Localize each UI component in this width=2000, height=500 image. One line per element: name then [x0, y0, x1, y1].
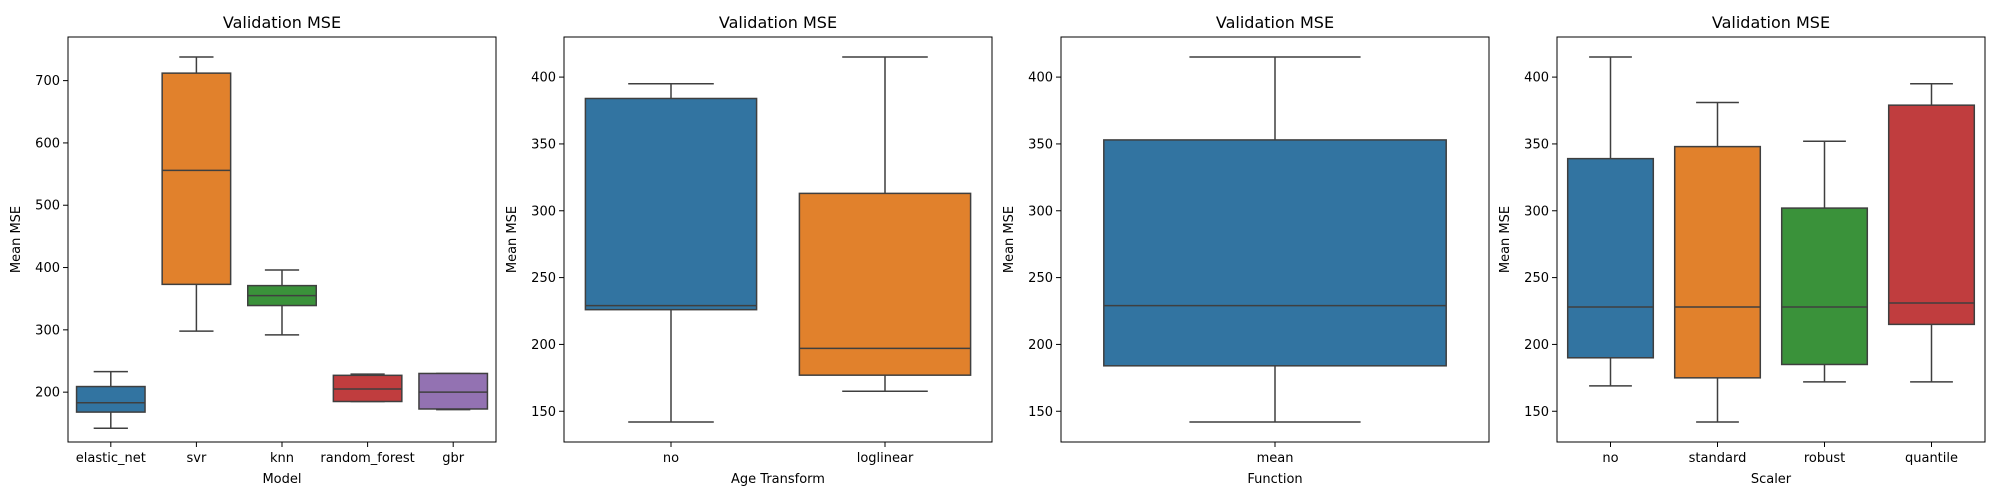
box-elastic_net [75, 370, 146, 430]
box-loglinear [798, 56, 972, 392]
y-tick-label: 200 [1524, 338, 1549, 353]
x-tick-label: standard [1689, 451, 1747, 466]
box-gbr [418, 372, 489, 411]
y-tick-label: 150 [1028, 405, 1053, 420]
y-tick-label: 350 [531, 137, 556, 152]
axes-frame [563, 36, 993, 443]
box-quantile [1887, 83, 1976, 383]
box-iqr [418, 372, 489, 410]
y-tick-label: 700 [35, 74, 60, 89]
box-iqr [798, 192, 972, 376]
x-axis-label: Age Transform [731, 472, 825, 487]
box-iqr [1780, 207, 1869, 366]
box-iqr [1103, 139, 1447, 367]
chart-title: Validation MSE [1216, 13, 1334, 32]
box-iqr [1566, 157, 1655, 359]
y-tick-label: 300 [35, 323, 60, 338]
y-tick-label: 250 [531, 271, 556, 286]
y-axis-label: Mean MSE [1498, 206, 1513, 273]
y-axis-label: Mean MSE [9, 206, 24, 273]
y-tick-label: 400 [1524, 71, 1549, 86]
chart-panel-1: 200 300 400 500 600 700 elastic_net svr knn rando… [9, 13, 497, 487]
y-tick-label: 300 [1524, 204, 1549, 219]
x-tick-label: elastic_net [76, 451, 146, 466]
x-axis-label: Scaler [1751, 472, 1792, 487]
y-tick-label: 150 [1524, 405, 1549, 420]
x-tick-label: gbr [442, 451, 465, 466]
y-tick-label: 600 [35, 136, 60, 151]
chart-panel-4: 150 200 250 300 350 400 no standard robust quanti… [1498, 13, 1986, 487]
x-tick-label: loglinear [857, 451, 914, 466]
chart-panel-2: 150 200 250 300 350 400 no loglinear Validation … [505, 13, 993, 487]
box-iqr [161, 72, 232, 286]
box-mean [1103, 56, 1447, 423]
x-tick-label: robust [1804, 451, 1845, 466]
y-axis-label: Mean MSE [1002, 206, 1017, 273]
x-tick-label: knn [270, 451, 294, 466]
chart-panel-3: 150 200 250 300 350 400 mean Validation MSE Func… [1002, 13, 1490, 487]
box-iqr [584, 97, 758, 311]
x-tick-label: svr [186, 451, 206, 466]
y-tick-label: 200 [531, 338, 556, 353]
box-iqr [1887, 104, 1976, 326]
box-random_forest [332, 373, 403, 403]
y-tick-label: 400 [531, 71, 556, 86]
y-axis-label: Mean MSE [505, 206, 520, 273]
y-tick-label: 500 [35, 199, 60, 214]
box-iqr [1673, 145, 1762, 379]
y-tick-label: 200 [35, 386, 60, 401]
x-tick-label: mean [1257, 451, 1294, 466]
x-tick-label: no [1602, 451, 1618, 466]
y-tick-label: 150 [531, 405, 556, 420]
y-tick-label: 400 [35, 261, 60, 276]
box-knn [247, 269, 317, 336]
chart-title: Validation MSE [719, 13, 837, 32]
y-tick-label: 350 [1028, 137, 1053, 152]
x-tick-label: quantile [1905, 451, 1958, 466]
y-tick-label: 250 [1524, 271, 1549, 286]
x-tick-label: random_forest [320, 451, 414, 466]
y-tick-label: 300 [531, 204, 556, 219]
chart-title: Validation MSE [1712, 13, 1830, 32]
y-tick-label: 350 [1524, 137, 1549, 152]
box-robust [1780, 140, 1869, 383]
y-tick-label: 400 [1028, 71, 1053, 86]
box-iqr [75, 385, 146, 413]
y-tick-label: 300 [1028, 204, 1053, 219]
box-standard [1673, 101, 1762, 423]
y-tick-label: 200 [1028, 338, 1053, 353]
x-axis-label: Function [1247, 472, 1302, 487]
y-tick-label: 250 [1028, 271, 1053, 286]
box-svr [161, 56, 232, 332]
box-no [1566, 56, 1655, 387]
x-axis-label: Model [262, 472, 301, 487]
box-no [584, 83, 758, 423]
x-tick-label: no [663, 451, 679, 466]
axes-frame [1556, 36, 1986, 443]
chart-title: Validation MSE [223, 13, 341, 32]
